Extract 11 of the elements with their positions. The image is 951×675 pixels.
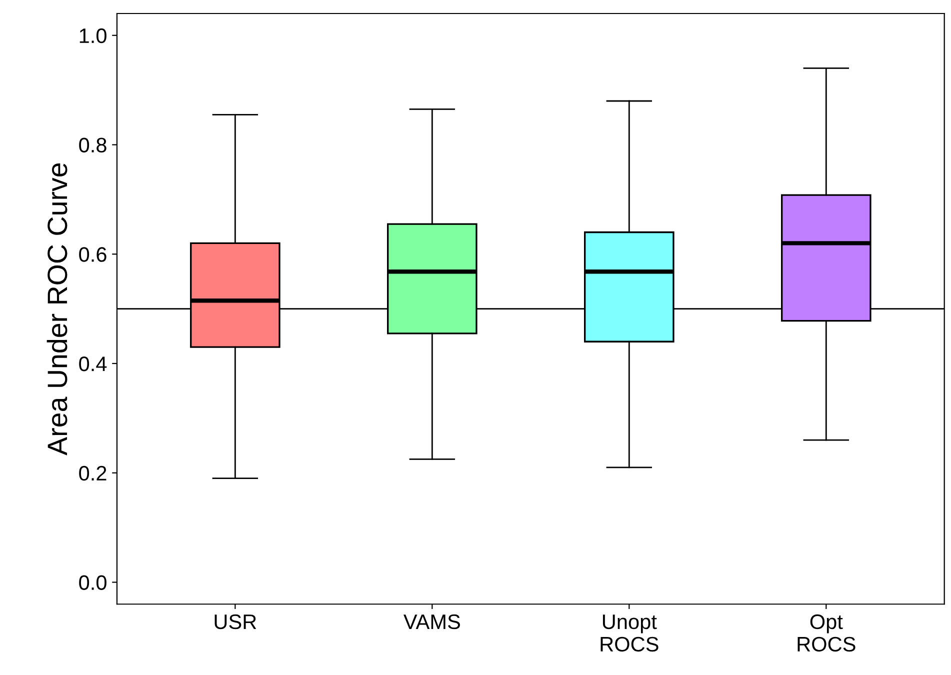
y-tick-label: 0.6 xyxy=(79,247,106,262)
y-tick-label: 0.2 xyxy=(79,466,106,481)
x-tick-label: Opt ROCS xyxy=(798,614,856,652)
y-tick-label: 0.8 xyxy=(79,138,106,153)
y-tick-label: 1.0 xyxy=(80,28,106,44)
y-tick-label: 0.0 xyxy=(79,575,106,590)
x-tick-label: USR xyxy=(214,614,256,630)
y-axis-title: Area Under ROC Curve xyxy=(46,163,68,456)
y-tick-label: 0.4 xyxy=(79,356,107,372)
x-tick-label: Unopt ROCS xyxy=(600,614,658,652)
x-tick-label: VAMS xyxy=(404,614,460,630)
